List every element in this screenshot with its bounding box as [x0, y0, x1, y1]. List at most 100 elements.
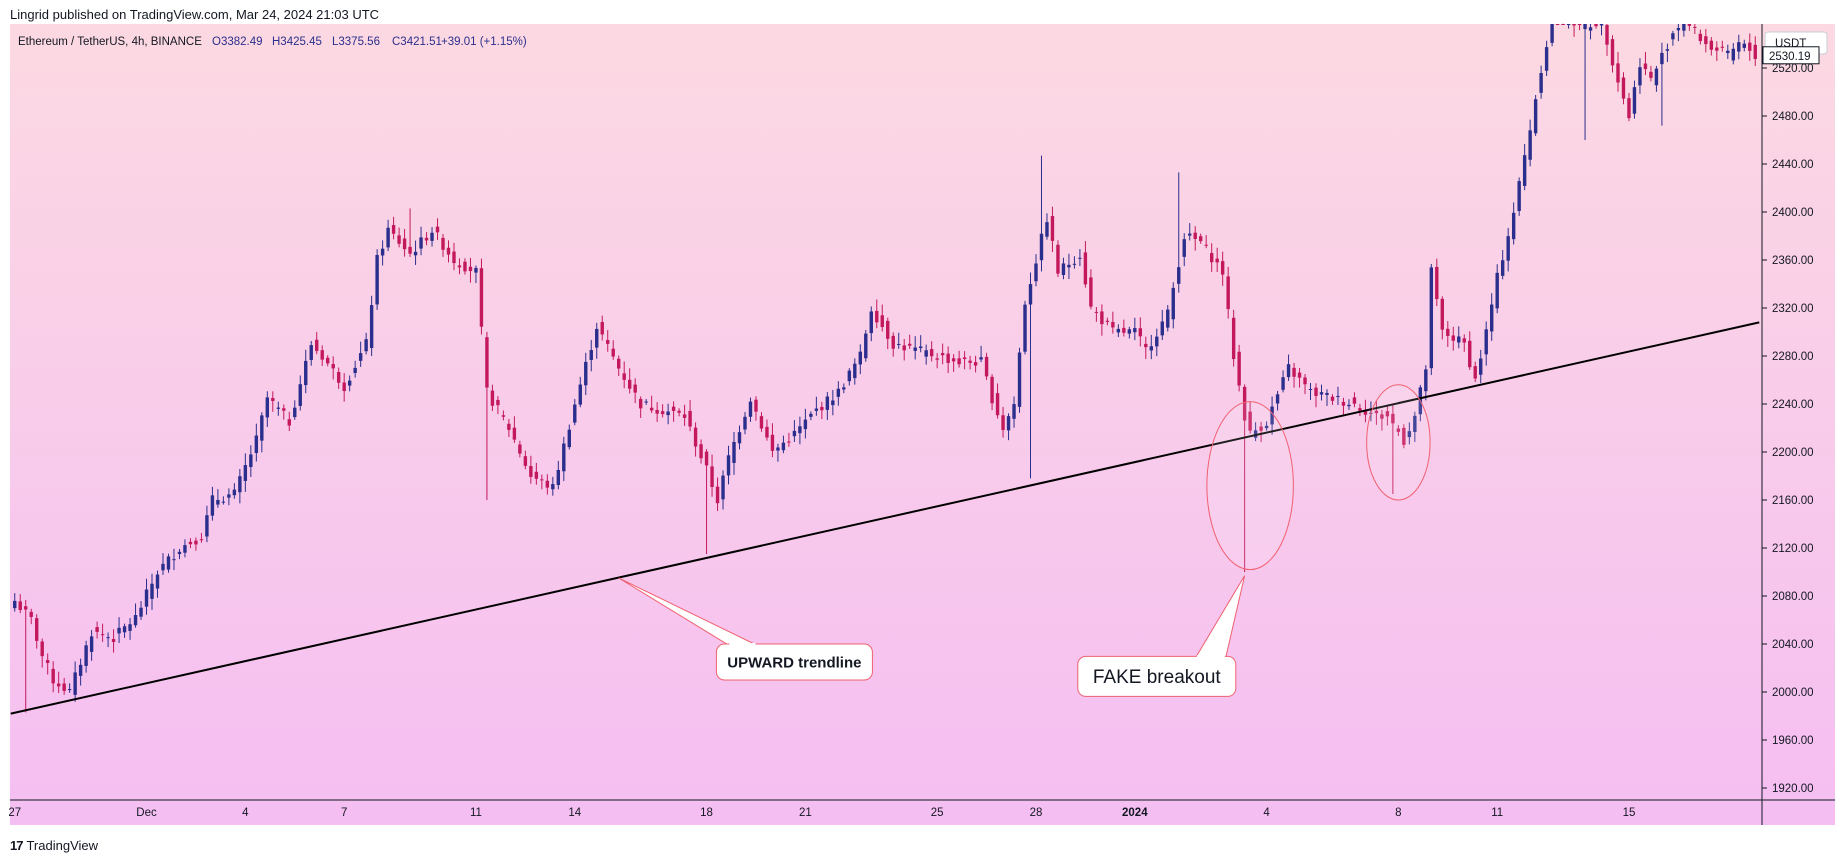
- candle-body: [430, 232, 434, 241]
- candle-body: [737, 432, 742, 444]
- candle-body: [293, 407, 297, 418]
- candle-body: [139, 607, 143, 617]
- fake-breakout-ellipse: [1206, 401, 1294, 571]
- candle-body: [990, 376, 994, 404]
- candle-body: [1550, 24, 1554, 43]
- candle-body: [1297, 372, 1302, 378]
- candle-body: [1627, 98, 1631, 119]
- candle-body: [710, 466, 714, 488]
- candle-body: [265, 397, 270, 418]
- candle-body: [595, 328, 599, 348]
- candle-body: [331, 363, 335, 369]
- candle-body: [984, 356, 989, 377]
- candle-body: [62, 683, 66, 691]
- candle-body: [95, 627, 99, 632]
- candle-body: [287, 419, 291, 426]
- time-tick-label: 4: [242, 807, 249, 819]
- candle-body: [380, 248, 385, 256]
- candle-body: [1347, 404, 1351, 407]
- time-tick-label: Dec: [136, 807, 157, 819]
- candle-body: [1693, 26, 1697, 28]
- candle-body: [798, 426, 802, 434]
- candle-body: [29, 611, 33, 617]
- candle-body: [386, 227, 390, 248]
- candle-body: [1704, 36, 1708, 45]
- tradingview-brand: TradingView: [26, 838, 99, 853]
- candle-body: [995, 393, 1000, 416]
- candle-body: [507, 423, 511, 430]
- retest-ellipse: [1366, 384, 1431, 501]
- candle-body: [166, 556, 171, 570]
- candle-body: [973, 362, 978, 366]
- price-tick-label: 2120.00: [1772, 543, 1814, 555]
- candle-body: [847, 370, 852, 382]
- candle-body: [1737, 42, 1741, 52]
- time-tick-label: 2024: [1122, 807, 1148, 819]
- candle-body: [1511, 212, 1516, 240]
- candle-body: [144, 589, 149, 607]
- candle-body: [968, 360, 972, 363]
- candle-body: [18, 601, 22, 610]
- candle-body: [1363, 410, 1368, 415]
- candle-body: [529, 466, 533, 477]
- candle-body: [1138, 328, 1143, 337]
- candle-body: [1116, 328, 1121, 333]
- candle-body: [776, 447, 780, 451]
- candle-body: [962, 357, 967, 359]
- candle-body: [128, 624, 132, 631]
- candle-body: [864, 333, 868, 359]
- candle-body: [1006, 416, 1011, 431]
- candle-body: [759, 416, 764, 429]
- candle-body: [1528, 130, 1532, 160]
- callout-box: [715, 643, 873, 681]
- candle-body: [638, 398, 643, 409]
- candle-body: [254, 435, 259, 454]
- time-tick-label: 27: [8, 807, 21, 819]
- upward-trendline-label: UPWARD trendline: [727, 654, 861, 671]
- candle-body: [413, 251, 418, 256]
- candle-body: [1067, 264, 1071, 268]
- tradingview-footer[interactable]: 17 TradingView: [10, 838, 98, 853]
- candle-body: [326, 357, 330, 364]
- price-tick-label: 2440.00: [1772, 159, 1814, 171]
- candle-body: [1199, 236, 1203, 242]
- candle-body: [1517, 181, 1521, 211]
- price-tick-label: 1920.00: [1772, 783, 1814, 795]
- candle-body: [1314, 387, 1318, 396]
- fake-breakout-label: FAKE breakout: [1093, 667, 1222, 688]
- symbol-legend: Ethereum / TetherUS, 4h, BINANCE O3382.4…: [18, 36, 527, 48]
- candle-body: [452, 251, 456, 264]
- price-tick-label: 2160.00: [1772, 495, 1814, 507]
- candle-body: [1023, 304, 1027, 352]
- candle-body: [117, 627, 121, 634]
- candle-body: [73, 672, 77, 695]
- tradingview-logo-icon: 17: [10, 838, 24, 853]
- candle-body: [1413, 415, 1417, 432]
- candle-body: [858, 351, 862, 365]
- time-tick-label: 8: [1395, 807, 1401, 819]
- candle-body: [336, 372, 341, 383]
- candle-body: [677, 410, 681, 413]
- candle-body: [1330, 396, 1335, 401]
- candle-body: [446, 247, 451, 255]
- candle-body: [347, 380, 352, 386]
- candle-body: [1577, 24, 1582, 25]
- candle-body: [1133, 328, 1137, 333]
- candle-body: [803, 419, 808, 430]
- candle-body: [1544, 47, 1549, 71]
- candle-body: [1654, 68, 1659, 86]
- candle-body: [820, 406, 824, 411]
- candle-body: [282, 408, 286, 411]
- legend-change: +39.01 (+1.15%): [441, 36, 527, 48]
- candle-body: [556, 469, 561, 485]
- candle-body: [693, 427, 698, 447]
- callout-join: [1196, 655, 1225, 659]
- time-tick-label: 15: [1623, 807, 1636, 819]
- candle-body: [1539, 73, 1543, 93]
- price-tick-label: 2360.00: [1772, 255, 1814, 267]
- candle-body: [1676, 28, 1681, 31]
- candle-body: [1094, 311, 1099, 313]
- time-tick-label: 25: [931, 807, 944, 819]
- candles-layer: [13, 23, 1757, 713]
